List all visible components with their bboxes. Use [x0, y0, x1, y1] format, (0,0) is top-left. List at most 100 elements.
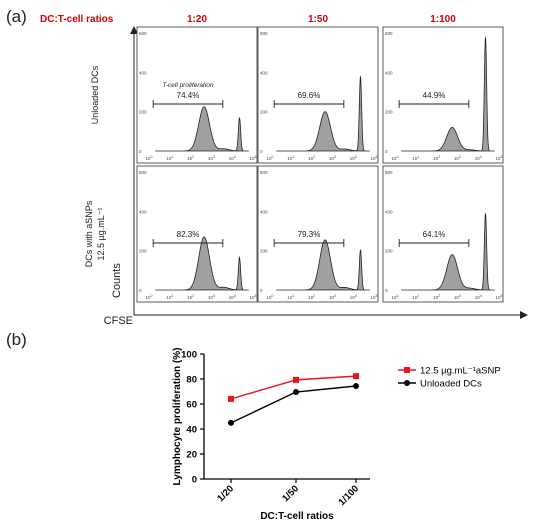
- x-tick-label: 100: [146, 294, 153, 300]
- series-2-marker: [353, 383, 359, 389]
- histogram-panel-r2-c1: 0 200 400 600 100 101 102 103 104 105 82.3%: [136, 165, 258, 303]
- x-tick-label: 104: [350, 294, 357, 300]
- row-label-1-line-1: Unloaded DCs: [90, 65, 100, 124]
- legend-label-1: 12.5 µg.mL⁻¹aSNP: [420, 366, 501, 377]
- y-tick-label: 600: [139, 31, 147, 36]
- y-tick-label: 600: [385, 31, 393, 36]
- y-tick-label: 400: [260, 70, 268, 75]
- x-tick-label: 101: [412, 294, 419, 300]
- x-tick-label: 100: [392, 155, 399, 161]
- series-2-marker: [228, 419, 234, 426]
- histogram-curve: [276, 76, 370, 152]
- y-tick-label: 400: [139, 209, 147, 214]
- row-labels: Unloaded DCs DCs with aSNPs 12.5 µg.mL⁻¹: [84, 65, 106, 267]
- proliferation-percent-label: 79.3%: [298, 230, 321, 239]
- x-tick-label: 104: [475, 294, 482, 300]
- column-header-3: 1:100: [430, 14, 456, 25]
- panel-a-label: (a): [6, 7, 27, 26]
- ratio-header: DC:T-cell ratios: [40, 14, 114, 25]
- y-tick-label: 600: [260, 31, 268, 36]
- x-tick-label: 101: [412, 155, 419, 161]
- y-tick-label: 40: [186, 425, 197, 436]
- row-label-2-line-2: 12.5 µg.mL⁻¹: [96, 208, 106, 261]
- x-tick-label: 100: [267, 294, 274, 300]
- x-tick-label: 101: [287, 155, 294, 161]
- x-tick-label: 104: [229, 294, 236, 300]
- x-tick-label: 1/50: [280, 483, 301, 504]
- y-tick-label: 0: [260, 288, 263, 293]
- y-tick-label: 200: [260, 110, 268, 115]
- x-tick-label: 103: [208, 155, 215, 161]
- histogram-panel-r1-c1: 0 200 400 600 100 101 102 103 104 105 74.4% T-cell …: [136, 26, 258, 164]
- x-tick-label: 1/100: [337, 483, 362, 508]
- x-tick-label: 102: [433, 155, 440, 161]
- histogram-curve: [401, 213, 495, 291]
- legend-marker-2: [404, 380, 410, 386]
- row-label-2-line-1: DCs with aSNPs: [84, 200, 94, 267]
- y-tick-label: 0: [139, 149, 142, 154]
- x-tick-label: 103: [329, 155, 336, 161]
- y-tick-label: 80: [186, 375, 197, 386]
- x-tick-label: 103: [454, 294, 461, 300]
- x-tick-label: 103: [329, 294, 336, 300]
- x-tick-label: 105: [250, 294, 257, 300]
- x-tick-label: 101: [166, 155, 173, 161]
- column-header-1: 1:20: [187, 14, 207, 25]
- x-tick-label: 105: [496, 294, 503, 300]
- y-tick-label: 100: [181, 350, 197, 361]
- counts-axis-label: Counts: [111, 263, 123, 298]
- series-1-marker: [293, 376, 299, 383]
- x-tick-label: 104: [475, 155, 482, 161]
- x-tick-label: 102: [308, 294, 315, 300]
- histogram-grid: 0 200 400 600 100 101 102 103 104 105 74.4% T-cell …: [136, 26, 504, 303]
- y-axis-title: Lymphocyte proliferation (%): [172, 348, 183, 486]
- y-tick-label: 0: [385, 288, 388, 293]
- x-tick-label: 103: [454, 155, 461, 161]
- x-tick-label: 1/20: [215, 483, 236, 504]
- histogram-panel-r2-c2: 0 200 400 600 100 101 102 103 104 105 79.3%: [257, 165, 379, 303]
- y-tick-label: 200: [139, 249, 147, 254]
- x-tick-label: 104: [229, 155, 236, 161]
- histogram-panel-r1-c2: 0 200 400 600 100 101 102 103 104 105 69.6%: [257, 26, 379, 164]
- histogram-curve: [401, 36, 495, 152]
- y-tick-label: 200: [385, 110, 393, 115]
- x-tick-label: 102: [308, 155, 315, 161]
- proliferation-percent-label: 82.3%: [177, 230, 200, 239]
- x-tick-label: 105: [250, 155, 257, 161]
- x-tick-label: 101: [166, 294, 173, 300]
- x-tick-label: 105: [496, 155, 503, 161]
- x-tick-label: 103: [208, 294, 215, 300]
- proliferation-percent-label: 44.9%: [423, 91, 446, 100]
- y-tick-label: 400: [385, 209, 393, 214]
- histogram-panel-r1-c3: 0 200 400 600 100 101 102 103 104 105 44.9%: [382, 26, 504, 164]
- x-axis-title: DC:T-cell ratios: [260, 511, 334, 522]
- x-tick-label: 101: [287, 294, 294, 300]
- y-tick-label: 20: [186, 450, 197, 461]
- x-tick-label: 102: [433, 294, 440, 300]
- y-tick-label: 200: [260, 249, 268, 254]
- y-tick-label: 200: [385, 249, 393, 254]
- cfse-axis-label: CFSE: [104, 315, 133, 327]
- y-tick-label: 600: [139, 170, 147, 175]
- histogram-curve: [155, 106, 249, 152]
- x-tick-label: 100: [267, 155, 274, 161]
- x-tick-label: 105: [371, 155, 378, 161]
- series-2-marker: [293, 389, 299, 395]
- y-tick-label: 0: [385, 149, 388, 154]
- series-1-marker: [353, 373, 359, 380]
- y-tick-label: 400: [260, 209, 268, 214]
- y-tick-label: 400: [385, 70, 393, 75]
- y-tick-label: 0: [139, 288, 142, 293]
- y-tick-label: 600: [385, 170, 393, 175]
- x-tick-label: 100: [146, 155, 153, 161]
- y-tick-label: 60: [186, 400, 197, 411]
- x-tick-label: 104: [350, 155, 357, 161]
- series-1-marker: [228, 395, 234, 402]
- proliferation-percent-label: 69.6%: [298, 91, 321, 100]
- x-tick-label: 105: [371, 294, 378, 300]
- x-tick-label: 100: [392, 294, 399, 300]
- proliferation-percent-label: 64.1%: [423, 230, 446, 239]
- y-tick-label: 400: [139, 70, 147, 75]
- y-tick-label: 0: [192, 475, 197, 486]
